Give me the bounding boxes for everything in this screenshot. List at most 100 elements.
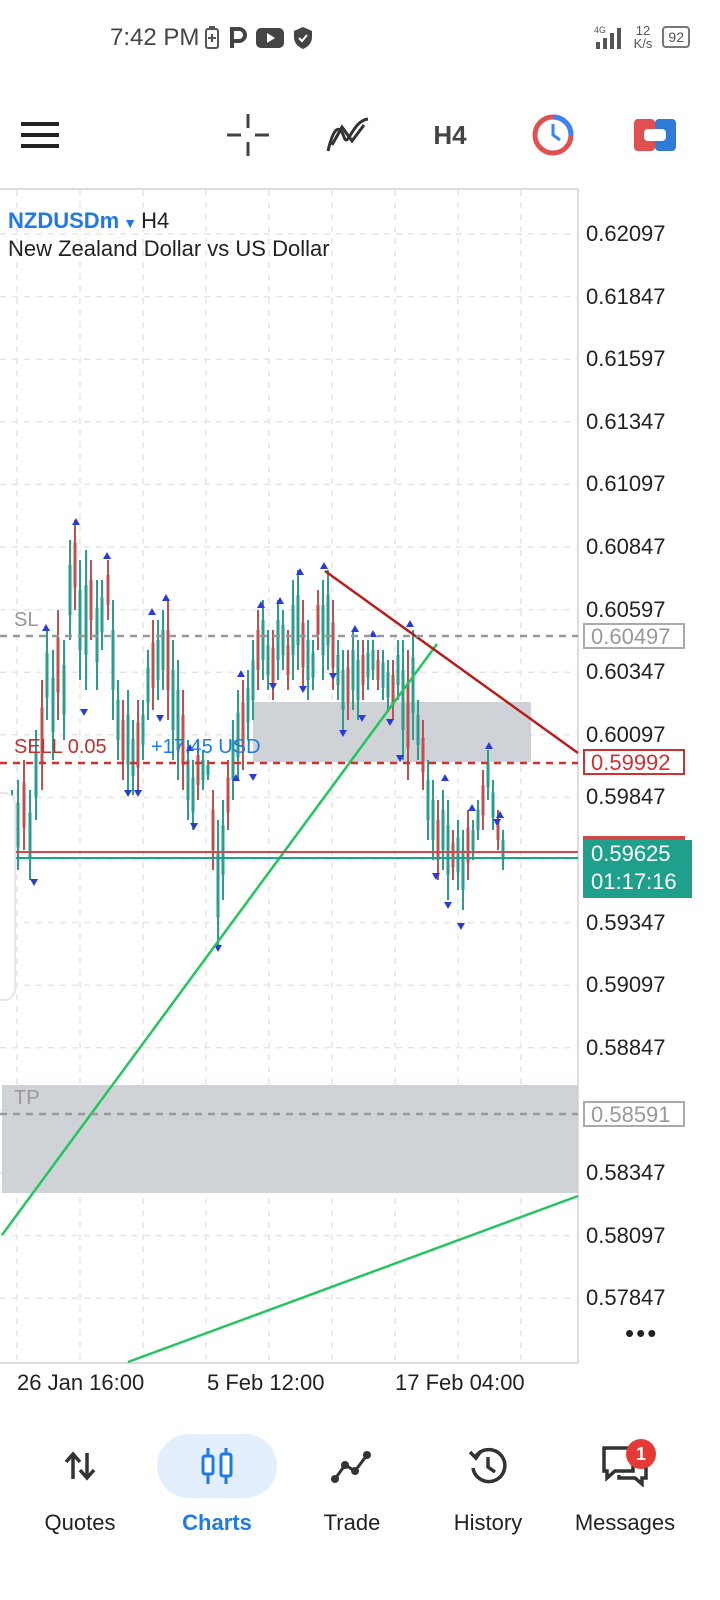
candle-body <box>291 605 295 655</box>
fractal-down-marker <box>134 790 142 797</box>
timeframe-button[interactable]: H4 <box>420 95 480 175</box>
crosshair-button[interactable] <box>220 95 276 175</box>
candle-body <box>62 665 66 715</box>
candle-body <box>386 672 390 698</box>
price-axis-label: 0.59347 <box>586 909 666 935</box>
battery-saver-icon <box>205 26 219 49</box>
nav-trade-label: Trade <box>323 1510 381 1535</box>
candle-body <box>186 760 190 800</box>
candle-body <box>281 625 285 655</box>
nav-history[interactable]: History <box>418 1430 558 1550</box>
symbol-name: NZDUSDm <box>8 208 120 233</box>
fractal-down-marker <box>269 683 277 690</box>
fractal-up-marker <box>485 742 493 749</box>
symbol-header[interactable]: NZDUSDm ▼ H4 <box>8 208 169 234</box>
candle-body <box>316 605 320 635</box>
fractal-up-marker <box>496 811 504 818</box>
price-axis-label: 0.61847 <box>586 283 666 309</box>
current-bid: 0.59625 <box>591 841 671 866</box>
chart-toolbar: H4 <box>0 95 720 175</box>
order-price-tag[interactable]: 0.59992 <box>583 749 685 775</box>
price-axis-label: 0.59097 <box>586 972 666 998</box>
downtrend-line[interactable] <box>324 569 579 755</box>
fractal-up-marker <box>103 552 111 559</box>
menu-icon <box>21 122 59 148</box>
history-icon <box>468 1447 507 1484</box>
fractal-up-marker <box>351 625 359 632</box>
candle-body <box>78 590 82 650</box>
crosshair-icon <box>227 114 269 156</box>
menu-button[interactable] <box>10 95 70 175</box>
candle-body <box>426 780 430 820</box>
candle-body <box>256 630 260 670</box>
fractal-down-marker <box>249 774 257 781</box>
candle-body <box>451 842 455 868</box>
candle-body <box>331 622 335 668</box>
nav-quotes-label: Quotes <box>44 1510 116 1535</box>
candle-body <box>356 660 360 700</box>
price-axis-label: 0.61347 <box>586 408 666 434</box>
candle-body <box>206 765 210 775</box>
candle-body <box>396 655 400 685</box>
fractal-down-marker <box>299 686 307 693</box>
candle-body <box>461 850 465 890</box>
fractal-markers <box>30 518 504 952</box>
candle-body <box>34 752 38 798</box>
one-click-trading-button[interactable] <box>627 95 683 175</box>
price-chart[interactable] <box>0 0 720 1430</box>
indicators-button[interactable] <box>320 95 376 175</box>
fractal-up-marker <box>257 601 265 608</box>
messages-badge: 1 <box>626 1439 656 1469</box>
candle-body <box>73 542 77 588</box>
candle-body <box>421 737 425 773</box>
candle-body <box>371 650 375 670</box>
candle-body <box>261 620 265 660</box>
candle-body <box>391 675 395 705</box>
candle-body <box>496 820 500 840</box>
fractal-down-marker <box>80 709 88 716</box>
fractal-up-marker <box>237 670 245 677</box>
youtube-icon <box>256 28 284 48</box>
sl-price-tag[interactable]: 0.60497 <box>583 623 685 649</box>
nav-messages[interactable]: Messages <box>555 1430 695 1550</box>
current-price-tag: 0.59625 01:17:16 <box>583 836 692 898</box>
more-options-button[interactable]: ••• <box>625 1318 659 1348</box>
status-time: 7:42 PM <box>110 24 200 51</box>
support-trend-line[interactable] <box>127 1194 579 1364</box>
candle-body <box>416 715 420 745</box>
timeframe-label: H4 <box>433 119 467 150</box>
nav-charts[interactable]: Charts <box>147 1430 287 1550</box>
candle-body <box>68 565 72 615</box>
signal-icon: 4G <box>594 25 621 49</box>
chart-side-handle[interactable] <box>0 792 16 1001</box>
candle-body <box>276 620 280 660</box>
candle-body <box>136 722 140 768</box>
candle-body <box>191 777 195 813</box>
sl-label: SL <box>14 609 39 631</box>
fractal-up-marker <box>42 624 50 631</box>
uptrend-line[interactable] <box>0 643 439 1236</box>
time-label-1: 26 Jan 16:00 <box>17 1370 145 1395</box>
fractal-up-marker <box>72 518 80 525</box>
candle-body <box>271 647 275 683</box>
price-axis-label: 0.62097 <box>586 221 666 246</box>
fractal-down-marker <box>386 719 394 726</box>
nav-trade[interactable]: Trade <box>282 1430 422 1550</box>
quotes-icon <box>64 1451 96 1481</box>
symbol-description: New Zealand Dollar vs US Dollar <box>8 236 330 261</box>
candle-body <box>321 605 325 655</box>
trade-clock-icon <box>532 114 574 156</box>
candle-body <box>84 585 88 655</box>
candle-body <box>196 755 200 785</box>
candle-body <box>226 777 230 813</box>
fractal-down-marker <box>156 715 164 722</box>
tp-price-tag[interactable]: 0.58591 <box>583 1101 685 1127</box>
trade-icon <box>331 1451 371 1483</box>
nav-quotes[interactable]: Quotes <box>10 1430 150 1550</box>
trade-clock-button[interactable] <box>525 95 581 175</box>
fractal-down-marker <box>396 755 404 762</box>
fractal-up-marker <box>296 568 304 575</box>
candle-body <box>286 645 290 675</box>
fractal-down-marker <box>30 879 38 886</box>
candle-body <box>171 670 175 730</box>
